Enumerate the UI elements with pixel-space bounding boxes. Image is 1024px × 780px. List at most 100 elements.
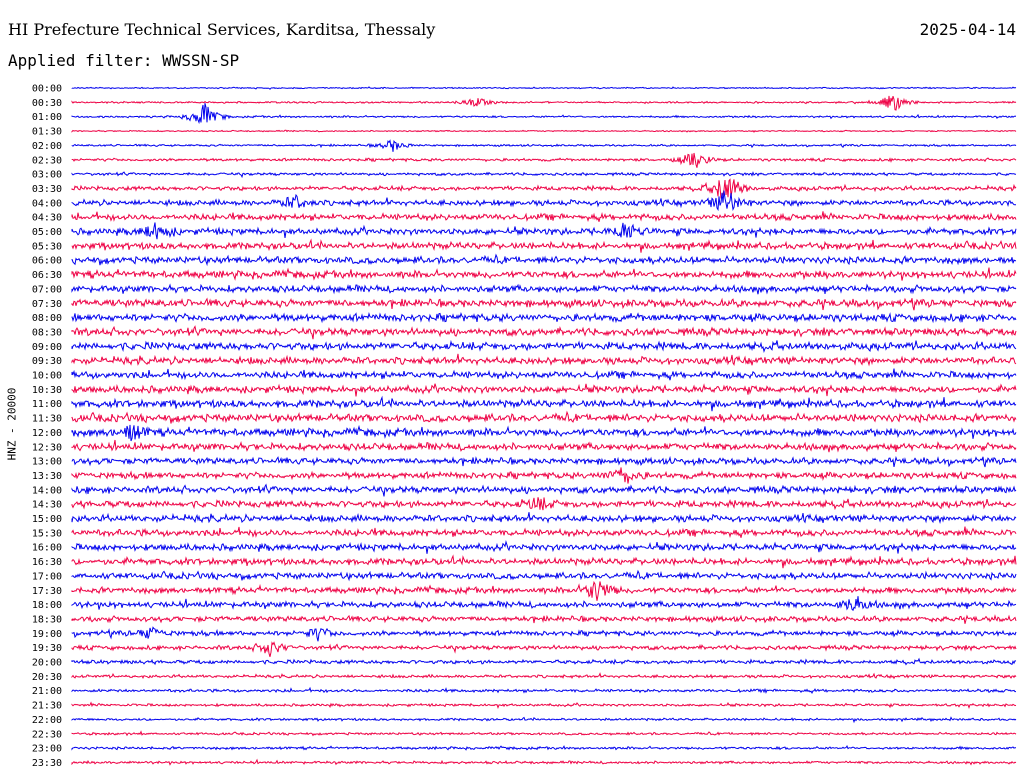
row-time-label: 08:30 — [32, 327, 62, 338]
row-time-label: 22:30 — [32, 729, 62, 740]
row-time-label: 07:00 — [32, 284, 62, 295]
row-time-label: 17:30 — [32, 586, 62, 597]
row-time-label: 13:30 — [32, 471, 62, 482]
row-time-label: 20:00 — [32, 658, 62, 669]
row-time-label: 01:00 — [32, 112, 62, 123]
trace-row — [71, 103, 1017, 125]
trace-row — [71, 512, 1017, 525]
trace-row — [71, 614, 1017, 624]
record-date: 2025-04-14 — [919, 20, 1016, 39]
row-time-label: 19:30 — [32, 643, 62, 654]
row-time-label: 20:30 — [32, 672, 62, 683]
row-time-label: 04:00 — [32, 198, 62, 209]
trace-row — [71, 339, 1017, 354]
row-time-label: 13:00 — [32, 457, 62, 468]
row-time-label: 03:30 — [32, 184, 62, 195]
row-time-label: 05:00 — [32, 227, 62, 238]
row-time-label: 00:30 — [32, 98, 62, 109]
trace-row — [71, 596, 1017, 612]
row-time-label: 19:00 — [32, 629, 62, 640]
trace-row — [71, 701, 1017, 710]
row-time-label: 12:00 — [32, 428, 62, 439]
trace-row — [71, 238, 1017, 253]
trace-row — [71, 253, 1017, 267]
trace-row — [71, 129, 1017, 133]
row-time-label: 18:00 — [32, 600, 62, 611]
row-time-label: 21:30 — [32, 701, 62, 712]
trace-row — [71, 311, 1017, 324]
trace-row — [71, 86, 1017, 90]
row-time-label: 01:30 — [32, 127, 62, 138]
row-time-label: 18:30 — [32, 614, 62, 625]
trace-row — [71, 730, 1017, 737]
row-time-label: 03:00 — [32, 170, 62, 181]
trace-row — [71, 439, 1017, 453]
trace-row — [71, 467, 1017, 484]
row-time-label: 17:00 — [32, 571, 62, 582]
trace-row — [71, 672, 1017, 680]
row-time-label: 10:00 — [32, 371, 62, 382]
row-time-label: 21:00 — [32, 686, 62, 697]
trace-row — [71, 657, 1017, 666]
trace-row — [71, 222, 1017, 240]
trace-row — [71, 554, 1017, 569]
trace-row — [71, 758, 1017, 766]
trace-row — [71, 353, 1017, 367]
row-time-label: 00:00 — [32, 84, 62, 95]
trace-row — [71, 325, 1017, 340]
filter-label: Applied filter: WWSSN-SP — [8, 51, 240, 70]
trace-row — [71, 410, 1017, 424]
trace-row — [71, 626, 1017, 642]
trace-row — [71, 686, 1016, 694]
row-time-label: 14:30 — [32, 500, 62, 511]
trace-row — [71, 569, 1017, 582]
station-title: HI Prefecture Technical Services, Kardit… — [8, 20, 436, 39]
trace-row — [71, 95, 1017, 111]
row-time-label: 16:30 — [32, 557, 62, 568]
row-time-label: 10:30 — [32, 385, 62, 396]
trace-row — [71, 383, 1017, 397]
row-time-label: 15:00 — [32, 514, 62, 525]
row-time-label: 09:00 — [32, 342, 62, 353]
trace-row — [71, 190, 1016, 212]
trace-row — [71, 283, 1017, 295]
trace-row — [71, 641, 1017, 657]
trace-row — [71, 455, 1017, 468]
trace-row — [71, 171, 1017, 179]
row-time-label: 04:30 — [32, 213, 62, 224]
trace-row — [71, 526, 1017, 539]
row-time-label: 22:00 — [32, 715, 62, 726]
trace-row — [71, 297, 1017, 311]
row-time-label: 11:30 — [32, 414, 62, 425]
row-time-label: 15:30 — [32, 528, 62, 539]
row-time-label: 06:00 — [32, 256, 62, 267]
trace-row — [71, 540, 1017, 554]
trace-row — [71, 368, 1017, 381]
trace-row — [71, 211, 1017, 223]
trace-row — [71, 716, 1017, 724]
row-time-label: 23:30 — [32, 758, 62, 769]
row-time-label: 02:00 — [32, 141, 62, 152]
row-time-label: 07:30 — [32, 299, 62, 310]
trace-row — [71, 178, 1017, 199]
trace-row — [71, 152, 1017, 168]
trace-row — [71, 395, 1017, 412]
row-time-label: 05:30 — [32, 241, 62, 252]
row-time-label: 11:00 — [32, 399, 62, 410]
row-time-label: 08:00 — [32, 313, 62, 324]
row-time-label: 23:00 — [32, 744, 62, 755]
row-time-label: 12:30 — [32, 442, 62, 453]
trace-row — [71, 424, 1017, 442]
trace-row — [71, 483, 1017, 497]
trace-row — [71, 580, 1017, 601]
trace-row — [71, 497, 1017, 511]
row-time-label: 06:30 — [32, 270, 62, 281]
trace-row — [71, 267, 1017, 281]
row-time-label: 14:00 — [32, 485, 62, 496]
row-time-label: 02:30 — [32, 155, 62, 166]
row-time-label: 16:00 — [32, 543, 62, 554]
trace-row — [71, 745, 1016, 751]
trace-row — [71, 139, 1017, 152]
row-time-label: 09:30 — [32, 356, 62, 367]
